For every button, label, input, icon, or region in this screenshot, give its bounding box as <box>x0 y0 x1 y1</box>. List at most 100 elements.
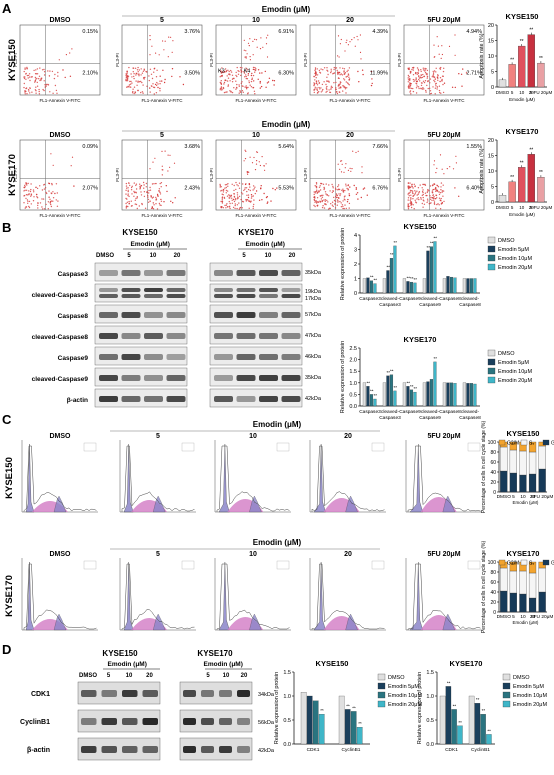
scatter-dot <box>159 191 161 193</box>
significance-mark: ** <box>390 369 394 374</box>
category-label: CyclinB1 <box>471 747 490 753</box>
blot-band <box>237 690 250 697</box>
scatter-dot <box>244 158 247 160</box>
y-tick-label: 1.0 <box>426 694 434 700</box>
scatter-dot <box>348 202 351 205</box>
blot-band <box>166 270 186 276</box>
g2-peak <box>153 495 166 513</box>
scatter-dot <box>272 79 274 82</box>
scatter-dot <box>439 91 441 94</box>
scatter-dot <box>139 188 141 190</box>
blot-band <box>121 312 141 318</box>
scatter-dot <box>452 168 455 170</box>
scatter-dot <box>433 44 435 46</box>
flow-plot-title: 10 <box>252 132 260 139</box>
scatter-dot <box>240 82 242 85</box>
scatter-dot <box>235 74 237 77</box>
grouped-bar <box>453 383 457 407</box>
scatter-dot <box>425 194 427 197</box>
y-tick-label: 40 <box>490 470 496 476</box>
scatter-dot <box>56 192 58 194</box>
flow-y-axis-label: FL3-PI <box>115 53 120 67</box>
scatter-dot <box>259 80 261 83</box>
scatter-dot <box>314 205 316 208</box>
cell-cycle-histogram <box>21 440 98 513</box>
scatter-dot <box>432 86 434 88</box>
scatter-dot <box>361 69 364 71</box>
scatter-dot <box>26 184 28 186</box>
blot-band <box>142 690 158 697</box>
apoptosis-bar <box>498 195 507 203</box>
scatter-dot <box>421 202 423 205</box>
blot-band <box>201 690 214 697</box>
scatter-dot <box>339 67 341 69</box>
scatter-dot <box>441 45 443 47</box>
scatter-dot <box>221 198 223 200</box>
scatter-dot <box>422 199 424 201</box>
grouped-bar <box>413 282 417 294</box>
flow-plot-frame <box>309 24 391 96</box>
apoptosis-bar <box>518 167 526 203</box>
scatter-dot <box>133 86 136 88</box>
scatter-dot <box>126 198 128 200</box>
histogram-title: 20 <box>344 433 352 440</box>
scatter-dot <box>142 181 145 184</box>
scatter-dot <box>150 195 152 197</box>
scatter-dot <box>30 195 32 197</box>
scatter-dot <box>408 84 410 87</box>
scatter-dot <box>433 79 435 82</box>
scatter-dot <box>130 73 132 75</box>
scatter-dot <box>337 55 339 57</box>
flow-scatter-dots <box>125 150 176 210</box>
scatter-dot <box>30 188 32 191</box>
legend-swatch <box>487 367 496 375</box>
scatter-dot <box>28 190 30 192</box>
scatter-dot <box>150 73 153 76</box>
scatter-dot <box>408 195 410 197</box>
legend-swatch <box>502 682 511 690</box>
scatter-dot <box>420 87 422 90</box>
flow-x-axis-label: FL1-Annexin V-FITC <box>329 98 371 103</box>
scatter-dot <box>36 197 39 199</box>
scatter-dot <box>23 70 25 73</box>
scatter-dot <box>140 194 143 196</box>
cell-line-label: KYSE170 <box>7 154 18 196</box>
scatter-dot <box>343 171 345 173</box>
category-label: CyclinB1 <box>342 747 361 753</box>
legend-swatch <box>502 691 511 699</box>
cell-line-label: KYSE170 <box>4 575 15 617</box>
scatter-dot <box>24 207 26 209</box>
scatter-dot <box>53 77 56 80</box>
scatter-dot <box>65 54 67 56</box>
scatter-dot <box>167 170 169 172</box>
y-tick-label: 1.5 <box>349 369 357 375</box>
scatter-dot <box>338 72 340 74</box>
scatter-dot <box>26 93 28 95</box>
scatter-dot <box>246 172 248 174</box>
scatter-dot <box>155 84 158 87</box>
blot-band <box>99 333 118 339</box>
scatter-dot <box>219 76 221 78</box>
scatter-dot <box>146 85 148 88</box>
blot-band <box>259 312 278 318</box>
scatter-dot <box>34 81 36 83</box>
legend-label: G2/M <box>507 561 519 567</box>
lane-label: 20 <box>174 253 181 259</box>
scatter-dot <box>412 87 414 90</box>
protein-label: Caspase3 <box>58 271 89 278</box>
blot-bands <box>214 333 301 339</box>
apoptosis-bar <box>518 45 526 88</box>
scatter-dot <box>325 193 327 195</box>
blot-strip <box>209 388 303 408</box>
scatter-dot <box>340 202 342 204</box>
blot-band <box>214 294 233 298</box>
grouped-bar <box>356 727 363 745</box>
scatter-dot <box>149 168 151 170</box>
scatter-dot <box>265 86 267 89</box>
y-tick-label: 1 <box>354 277 357 283</box>
scatter-dot <box>431 76 433 78</box>
scatter-dot <box>316 189 318 191</box>
scatter-dot <box>441 75 444 77</box>
significance-mark: ** <box>393 240 397 245</box>
y-tick-label: 20 <box>490 480 496 486</box>
